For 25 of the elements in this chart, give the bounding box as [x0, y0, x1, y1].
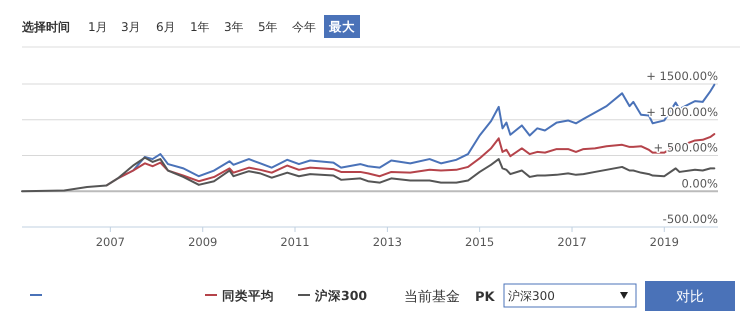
y-tick-label: + 1500.00% — [646, 69, 718, 83]
x-tick-label: 2017 — [557, 235, 587, 249]
text: PK — [475, 290, 496, 305]
text: 沪深300 — [508, 289, 555, 303]
text: 当前基金 — [404, 289, 460, 305]
x-tick-label: 2013 — [372, 235, 402, 249]
x-tick-label: 2011 — [280, 235, 310, 249]
text: 3年 — [224, 20, 244, 34]
text: 1月 — [88, 20, 108, 34]
text: 1年 — [190, 20, 210, 34]
y-tick-label: -500.00% — [662, 212, 718, 226]
legend-label: 同类平均 — [222, 288, 274, 303]
x-tick-label: 2019 — [650, 235, 679, 249]
text: 今年 — [292, 20, 316, 34]
x-tick-label: 2007 — [96, 235, 125, 249]
legend-label: 沪深300 — [314, 288, 368, 303]
text: 3月 — [121, 20, 141, 34]
y-tick-label: 0.00% — [681, 176, 718, 190]
x-tick-label: 2015 — [465, 235, 494, 249]
text: 6月 — [156, 20, 176, 34]
text: 选择时间 — [21, 20, 70, 34]
text: 5年 — [258, 20, 278, 34]
x-tick-label: 2009 — [188, 235, 218, 249]
text: 对比 — [676, 289, 704, 305]
text: 最大 — [328, 19, 356, 34]
